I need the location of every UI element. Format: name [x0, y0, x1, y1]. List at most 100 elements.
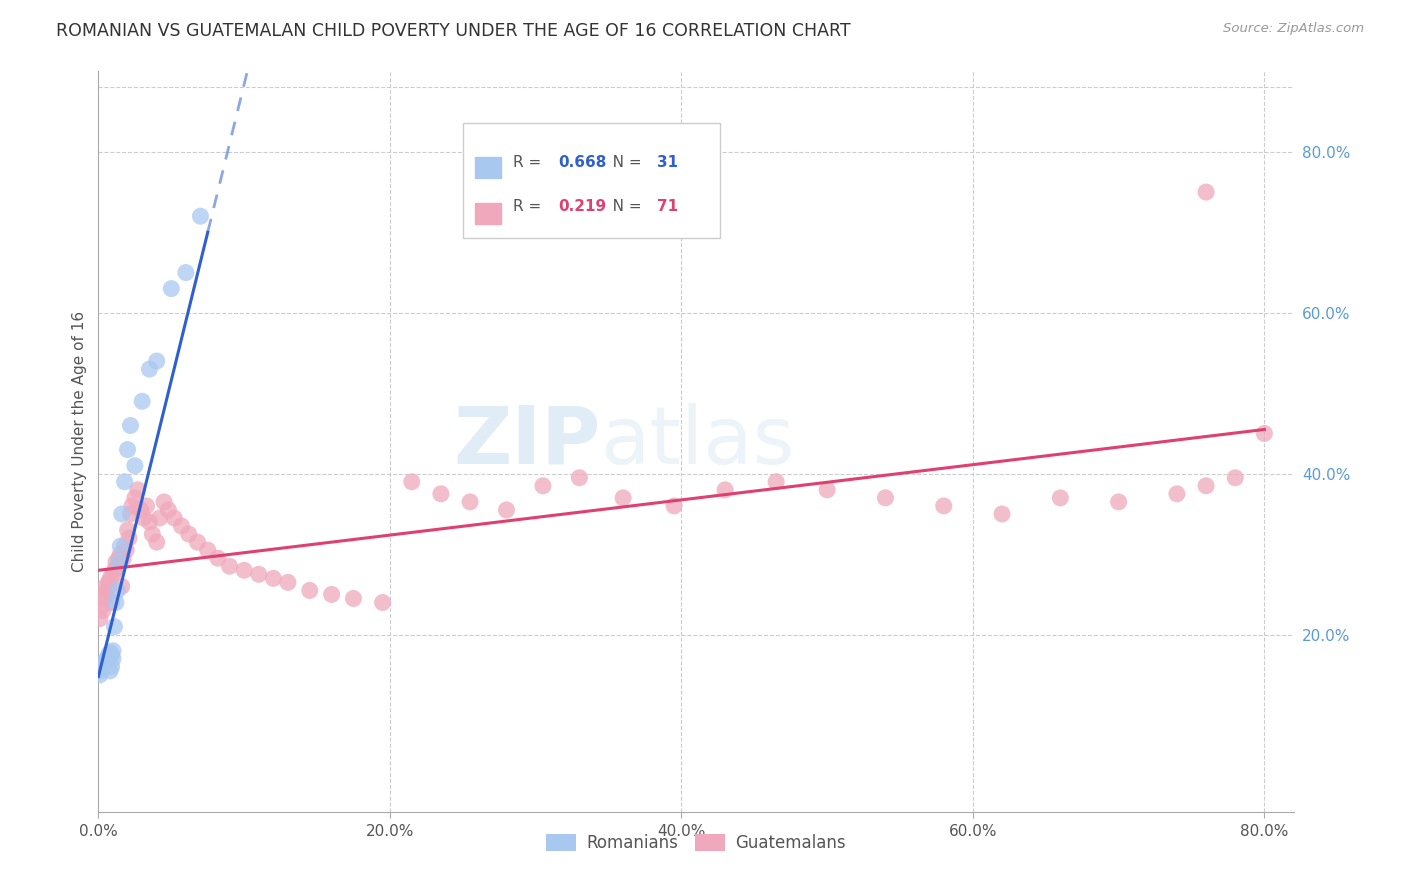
Point: [141, 527, 163, 541]
Text: 0.219: 0.219: [558, 199, 606, 214]
Point: [100, 648, 122, 662]
Point: [104, 595, 127, 609]
FancyBboxPatch shape: [475, 202, 501, 224]
Point: [108, 555, 131, 569]
Point: [100, 660, 122, 674]
Point: [89, 668, 111, 682]
Legend: Romanians, Guatemalans: Romanians, Guatemalans: [540, 828, 852, 859]
Point: [458, 495, 481, 509]
Point: [117, 442, 139, 457]
Point: [104, 555, 127, 569]
Point: [118, 531, 141, 545]
Point: [568, 471, 591, 485]
Point: [96, 652, 118, 666]
Point: [98, 664, 121, 678]
Point: [495, 503, 517, 517]
Point: [145, 354, 167, 368]
Point: [190, 209, 212, 223]
Point: [277, 575, 299, 590]
Point: [298, 583, 321, 598]
Point: [153, 495, 176, 509]
Point: [1195, 185, 1218, 199]
Point: [91, 661, 114, 675]
Text: 0.668: 0.668: [558, 155, 607, 170]
Point: [765, 475, 787, 489]
Point: [1253, 426, 1275, 441]
Point: [371, 595, 394, 609]
FancyBboxPatch shape: [463, 123, 720, 238]
Point: [96, 583, 118, 598]
Point: [101, 652, 124, 666]
Point: [101, 644, 124, 658]
Point: [112, 551, 135, 566]
Point: [110, 539, 132, 553]
Point: [120, 418, 142, 433]
Point: [1195, 479, 1218, 493]
FancyBboxPatch shape: [475, 157, 501, 178]
Point: [321, 587, 343, 601]
Point: [207, 551, 229, 566]
Point: [160, 282, 183, 296]
Point: [170, 519, 193, 533]
Point: [157, 503, 180, 517]
Point: [127, 483, 149, 497]
Point: [875, 491, 897, 505]
Text: N =: N =: [598, 155, 647, 170]
Point: [120, 507, 142, 521]
Point: [531, 479, 554, 493]
Point: [186, 535, 208, 549]
Text: ZIP: ZIP: [453, 402, 600, 481]
Text: Source: ZipAtlas.com: Source: ZipAtlas.com: [1223, 22, 1364, 36]
Point: [233, 563, 256, 577]
Point: [342, 591, 364, 606]
Text: R =: R =: [513, 155, 547, 170]
Point: [94, 579, 117, 593]
Point: [1225, 471, 1247, 485]
Point: [110, 547, 132, 561]
Point: [89, 611, 111, 625]
Point: [115, 543, 138, 558]
Point: [124, 491, 146, 505]
Point: [815, 483, 838, 497]
Point: [114, 539, 136, 553]
Point: [262, 571, 284, 585]
Point: [177, 527, 200, 541]
Point: [129, 503, 152, 517]
Text: N =: N =: [598, 199, 647, 214]
Y-axis label: Child Poverty Under the Age of 16: Child Poverty Under the Age of 16: [72, 311, 87, 572]
Text: 71: 71: [657, 199, 678, 214]
Point: [97, 575, 120, 590]
Point: [174, 266, 197, 280]
Point: [135, 499, 157, 513]
Point: [1049, 491, 1071, 505]
Point: [94, 656, 117, 670]
Point: [1166, 487, 1188, 501]
Point: [105, 559, 128, 574]
Point: [93, 658, 115, 673]
Point: [247, 567, 270, 582]
Point: [114, 475, 136, 489]
Point: [218, 559, 240, 574]
Point: [662, 499, 685, 513]
Point: [101, 567, 124, 582]
Point: [145, 535, 167, 549]
Point: [714, 483, 737, 497]
Point: [90, 664, 112, 678]
Point: [108, 551, 131, 566]
Point: [93, 591, 115, 606]
Point: [90, 599, 112, 614]
Point: [98, 645, 121, 659]
Point: [138, 515, 160, 529]
Point: [117, 523, 139, 537]
Point: [124, 458, 146, 473]
Point: [98, 571, 121, 585]
Text: ROMANIAN VS GUATEMALAN CHILD POVERTY UNDER THE AGE OF 16 CORRELATION CHART: ROMANIAN VS GUATEMALAN CHILD POVERTY UND…: [56, 22, 851, 40]
Point: [97, 650, 120, 665]
Point: [100, 595, 122, 609]
Point: [612, 491, 634, 505]
Point: [132, 511, 155, 525]
Point: [991, 507, 1014, 521]
Point: [131, 394, 153, 409]
Text: R =: R =: [513, 199, 551, 214]
Text: 31: 31: [657, 155, 678, 170]
